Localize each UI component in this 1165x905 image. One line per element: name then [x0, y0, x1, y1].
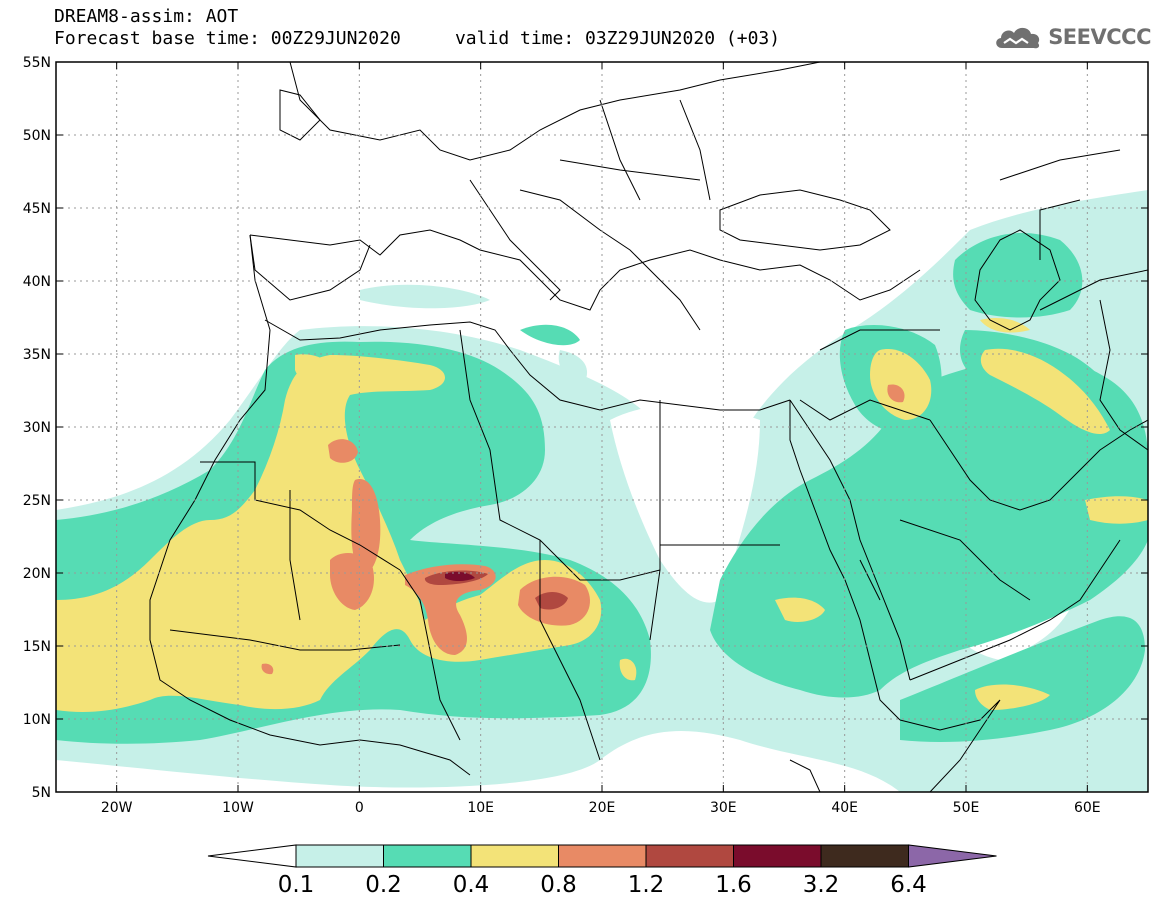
lake-victoria [789, 759, 821, 792]
red-sea-east [789, 399, 911, 681]
colorbar-label: 0.2 [365, 872, 402, 898]
colorbar-label: 0.8 [540, 872, 577, 898]
lat-tick-label: 10N [23, 712, 51, 728]
africa-border-5 [169, 629, 401, 651]
lat-tick-label: 35N [23, 347, 51, 363]
colorbar-under-triangle [207, 844, 297, 868]
africa-border-3 [649, 400, 661, 641]
iberia [249, 234, 371, 301]
europe-north [289, 62, 821, 161]
colorbar-over-triangle [908, 844, 997, 868]
africa-north-coast [264, 319, 791, 411]
arabia-borders [859, 519, 1031, 601]
colorbar: 0.1 0.2 0.4 0.8 1.2 1.6 3.2 6.4 [207, 844, 997, 898]
lat-tick-label: 45N [23, 201, 51, 217]
lon-tick-label: 40E [831, 800, 858, 816]
balkans [519, 189, 701, 331]
lat-tick-label: 5N [32, 785, 51, 801]
map-title: DREAM8-assim: AOT [54, 6, 239, 27]
colorbar-swatch [733, 844, 822, 868]
horn-of-africa [899, 699, 1001, 792]
africa-west-coast [149, 234, 471, 776]
colorbar-label: 6.4 [890, 872, 927, 898]
cloud-icon [996, 27, 1040, 49]
aot-band-0.8 [261, 384, 905, 675]
logo-text: SEEVCCC [1048, 25, 1151, 49]
middle-east-borders [799, 199, 1081, 421]
africa-border-7 [539, 540, 601, 761]
lat-tick-label: 25N [23, 493, 51, 509]
red-sea-west [789, 400, 901, 721]
lat-tick-label: 50N [23, 128, 51, 144]
lat-tick-label: 40N [23, 274, 51, 290]
black-sea [719, 189, 891, 251]
british-isles [279, 89, 321, 141]
lon-tick-label: 60E [1074, 800, 1101, 816]
colorbar-label: 1.2 [628, 872, 665, 898]
colorbar-label: 1.6 [715, 872, 752, 898]
colorbar-swatch [383, 844, 472, 868]
colorbar-swatch [645, 844, 734, 868]
forecast-time-line: Forecast base time: 00Z29JUN2020 valid t… [54, 28, 781, 49]
coastlines-borders [149, 62, 1148, 792]
aot-band-1.6 [445, 571, 475, 581]
europe-south [249, 229, 921, 311]
africa-border-6 [289, 490, 301, 621]
lat-axis: 55N 50N 45N 40N 35N 30N 25N 20N 15N 10N 5N [23, 55, 1148, 801]
aot-contour-fields [56, 190, 1148, 792]
colorbar-swatch [295, 844, 384, 868]
arabia-south [909, 539, 1121, 681]
colorbar-label: 0.1 [278, 872, 315, 898]
central-asia-borders [999, 149, 1148, 311]
gridlines [56, 62, 1148, 792]
seevccc-logo: SEEVCCC [992, 22, 1151, 52]
lat-tick-label: 15N [23, 639, 51, 655]
italy [469, 179, 561, 301]
lon-tick-label: 20E [589, 800, 616, 816]
lon-tick-label: 10W [222, 800, 254, 816]
persian-gulf [929, 419, 1148, 511]
lat-tick-label: 30N [23, 420, 51, 436]
colorbar-swatch [558, 844, 647, 868]
colorbar-swatch [820, 844, 909, 868]
colorbar-swatch [470, 844, 559, 868]
colorbar-label: 3.2 [803, 872, 840, 898]
lon-axis: 20W 10W 0 10E 20E 30E 40E 50E 60E [101, 62, 1101, 816]
lon-tick-label: 30E [710, 800, 737, 816]
lon-tick-label: 50E [953, 800, 980, 816]
africa-border-4 [399, 569, 461, 741]
lon-tick-label: 10E [467, 800, 494, 816]
colorbar-label: 0.4 [453, 872, 490, 898]
lon-tick-label: 0 [355, 800, 364, 816]
east-europe-borders [559, 99, 711, 201]
lat-tick-label: 20N [23, 566, 51, 582]
africa-border-1 [200, 461, 401, 571]
lon-tick-label: 20W [101, 800, 133, 816]
aot-band-0.4 [56, 318, 1148, 712]
iran-afghanistan-border [1099, 299, 1148, 451]
lat-tick-label: 55N [23, 55, 51, 71]
